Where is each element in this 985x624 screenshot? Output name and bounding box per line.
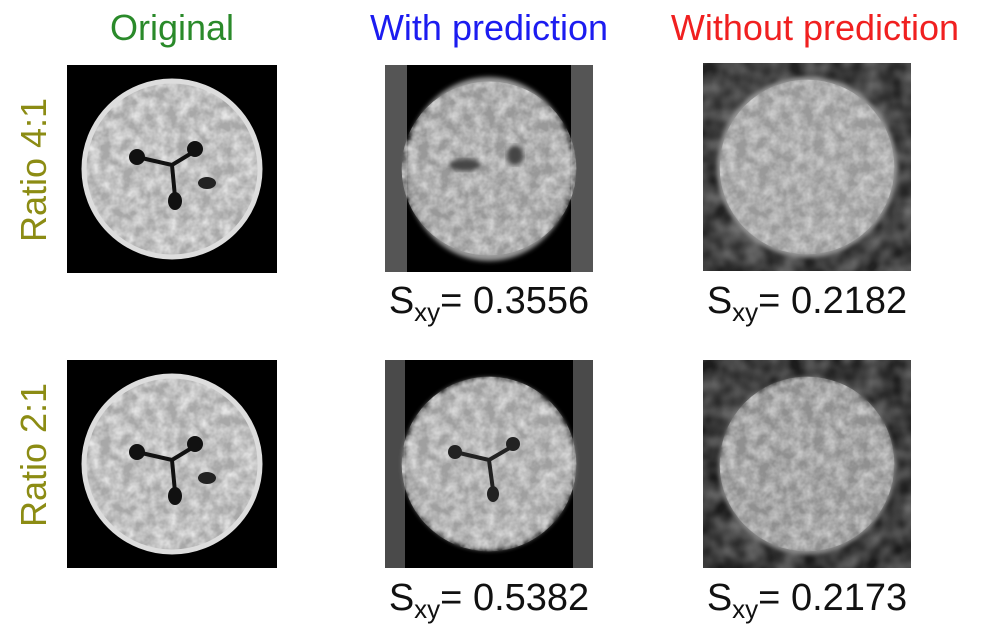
text: S [707, 280, 732, 322]
text: 0.5382 [473, 577, 589, 619]
similarity-score: Sxy= 0.2173 [707, 577, 907, 624]
column-header: Original [110, 7, 234, 48]
text: 0.2182 [791, 280, 907, 322]
original-image [67, 65, 277, 273]
original-image [67, 360, 277, 568]
text: 0.3556 [473, 280, 589, 322]
similarity-score: Sxy= 0.3556 [389, 280, 589, 327]
text: xy [732, 297, 758, 327]
text: S [389, 577, 414, 619]
text: = [440, 577, 462, 619]
row-label: Ratio 4:1 [13, 98, 54, 242]
text: = [440, 280, 462, 322]
text: S [707, 577, 732, 619]
figure: Original With prediction Without predict… [0, 0, 985, 624]
text: xy [414, 297, 440, 327]
similarity-score: Sxy= 0.2182 [707, 280, 907, 327]
text: = [758, 577, 780, 619]
text: S [389, 280, 414, 322]
no-prediction-image [703, 63, 911, 271]
text: 0.2173 [791, 577, 907, 619]
text: xy [732, 594, 758, 624]
column-header: With prediction [370, 7, 608, 48]
text: = [758, 280, 780, 322]
row-label: Ratio 2:1 [13, 383, 54, 527]
prediction-image [385, 65, 593, 272]
similarity-score: Sxy= 0.5382 [389, 577, 589, 624]
prediction-image [385, 360, 593, 568]
column-header: Without prediction [671, 7, 959, 48]
text: xy [414, 594, 440, 624]
no-prediction-image [703, 360, 911, 568]
